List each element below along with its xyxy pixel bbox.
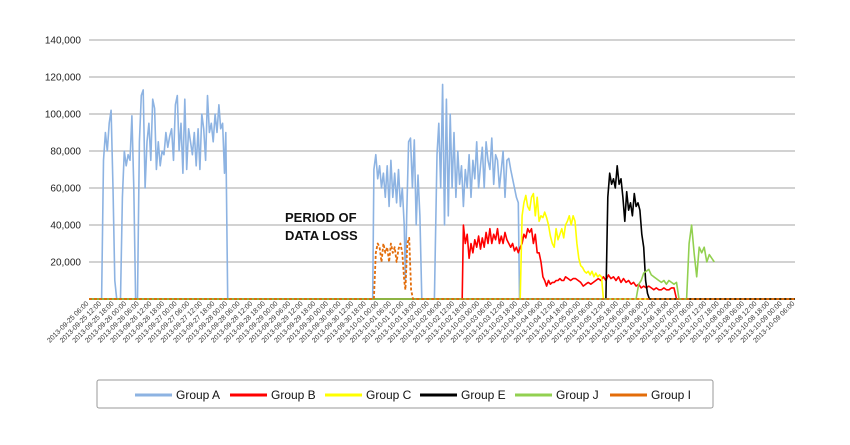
legend-label: Group C (366, 388, 412, 402)
data-loss-annotation-line-1: PERIOD OF (285, 210, 357, 225)
series-line-group-e (89, 165, 795, 300)
legend-label: Group I (651, 388, 691, 402)
y-tick-label: 80,000 (50, 147, 81, 158)
data-loss-annotation-line-2: DATA LOSS (285, 228, 358, 243)
y-axis: 20,000 40,000 60,000 80,000 100,000 120,000 14… (45, 36, 82, 269)
y-tick-label: 100,000 (45, 110, 82, 121)
series-line-group-a (89, 83, 795, 300)
y-tick-label: 60,000 (50, 184, 81, 195)
legend-label: Group E (461, 388, 506, 402)
legend-items: Group A Group B Group C Group E Group J Group… (135, 388, 691, 402)
y-tick-label: 40,000 (50, 221, 81, 232)
legend: Group A Group B Group C Group E Group J Group… (96, 379, 714, 409)
legend-label: Group B (271, 388, 316, 402)
y-tick-label: 120,000 (45, 73, 82, 84)
legend-label: Group J (556, 388, 599, 402)
series-line-group-c (89, 192, 795, 300)
series-line-group-i (89, 237, 795, 300)
y-tick-label: 20,000 (50, 258, 81, 269)
series-lines (89, 83, 795, 300)
series-line-group-j (89, 224, 715, 300)
y-tick-label: 140,000 (45, 36, 82, 47)
series-line-group-b (89, 224, 795, 300)
legend-box (96, 379, 714, 409)
legend-label: Group A (176, 388, 220, 402)
